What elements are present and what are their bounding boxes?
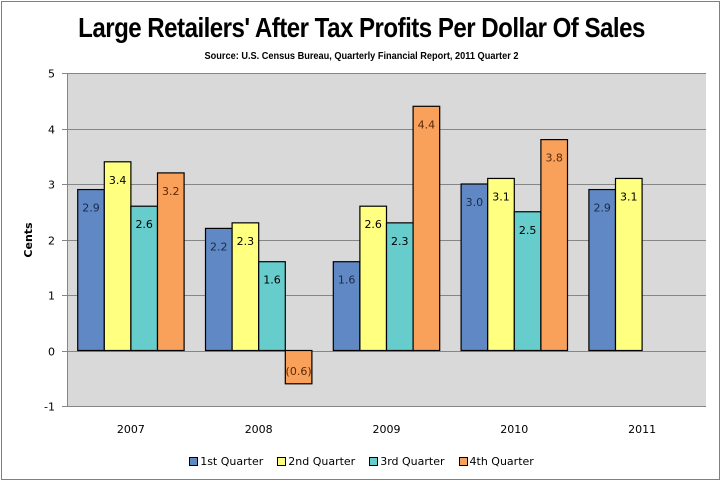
bar	[487, 177, 515, 352]
bar	[460, 183, 489, 352]
data-label: 1.6	[338, 274, 356, 287]
bar	[614, 177, 643, 352]
y-tick-label: -1	[44, 401, 55, 414]
data-label: 2.6	[135, 218, 153, 231]
data-label: 3.8	[545, 152, 563, 165]
legend-item: 4th Quarter	[458, 455, 534, 468]
y-tick-label: 0	[48, 346, 55, 359]
data-label: 3.1	[620, 190, 638, 203]
legend-swatch	[277, 457, 287, 466]
legend-swatch	[458, 457, 468, 466]
data-label: 2.5	[519, 224, 537, 237]
bar	[588, 188, 617, 352]
legend-swatch	[369, 457, 379, 466]
data-label: (0.6)	[286, 365, 312, 378]
data-label: 1.6	[263, 274, 281, 287]
legend: 1st Quarter 2nd Quarter 3rd Quarter 4th Qua…	[0, 455, 723, 468]
y-tick-label: 2	[48, 235, 55, 248]
bar	[156, 172, 185, 352]
data-label: 2.9	[82, 202, 100, 215]
bar	[385, 222, 414, 352]
legend-item: 2nd Quarter	[277, 455, 355, 468]
legend-swatch	[189, 457, 199, 466]
bar	[258, 261, 286, 352]
x-tick-label: 2007	[117, 423, 145, 436]
y-axis-label: Cents	[22, 222, 35, 258]
y-tick-label: 4	[48, 124, 55, 137]
data-label: 2.2	[210, 240, 228, 253]
chart-subtitle: Source: U.S. Census Bureau, Quarterly Fi…	[204, 51, 519, 62]
x-tick-label: 2008	[245, 423, 273, 436]
x-tick-label: 2011	[628, 423, 656, 436]
y-tick-label: 3	[48, 179, 55, 192]
data-label: 3.1	[492, 190, 510, 203]
data-label: 3.2	[162, 185, 180, 198]
bar	[103, 161, 132, 352]
data-label: 3.4	[109, 174, 127, 187]
data-label: 2.9	[593, 202, 611, 215]
legend-label: 2nd Quarter	[288, 455, 356, 468]
bar	[231, 222, 260, 352]
x-tick-label: 2009	[373, 423, 401, 436]
bar	[412, 105, 441, 352]
legend-label: 4th Quarter	[469, 455, 534, 468]
y-tick-label: 5	[48, 68, 55, 81]
x-tick-label: 2010	[500, 423, 528, 436]
legend-item: 3rd Quarter	[369, 455, 445, 468]
data-label: 2.3	[237, 235, 255, 248]
legend-label: 1st Quarter	[200, 455, 264, 468]
data-label: 4.4	[418, 118, 436, 131]
data-label: 3.0	[466, 196, 484, 209]
y-tick-label: 1	[48, 290, 55, 303]
data-label: 2.6	[364, 218, 382, 231]
legend-label: 3rd Quarter	[380, 455, 445, 468]
bar	[513, 211, 542, 352]
bar	[359, 205, 388, 352]
chart-title: Large Retailers' After Tax Profits Per D…	[78, 12, 645, 43]
bar	[540, 139, 569, 352]
legend-item: 1st Quarter	[189, 455, 263, 468]
data-label: 2.3	[391, 235, 409, 248]
bar	[284, 349, 313, 385]
